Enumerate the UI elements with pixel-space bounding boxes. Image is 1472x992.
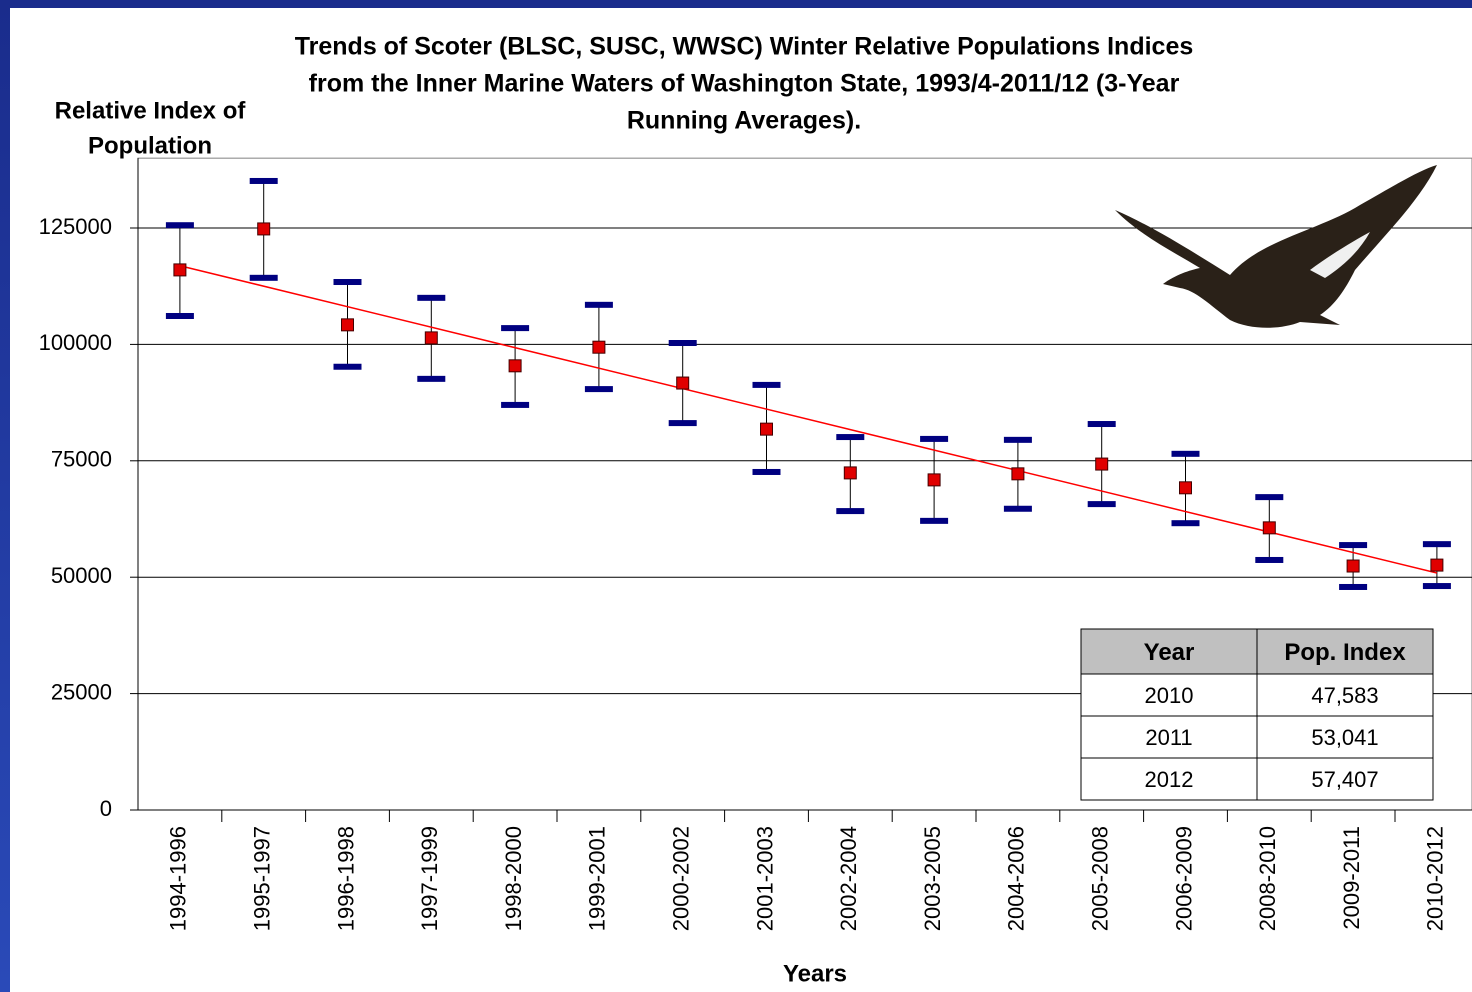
data-point xyxy=(760,422,773,436)
x-tick-label: 2002-2004 xyxy=(836,826,861,931)
data-point xyxy=(676,376,690,390)
error-cap-lower xyxy=(1003,505,1032,512)
x-tick-label: 1996-1998 xyxy=(333,826,358,931)
data-point xyxy=(1262,521,1276,535)
table-cell-text: 2012 xyxy=(1145,767,1194,792)
data-point xyxy=(843,466,857,480)
data-point xyxy=(927,473,941,487)
chart-title: Trends of Scoter (BLSC, SUSC, WWSC) Wint… xyxy=(295,33,1194,61)
trend-line xyxy=(179,264,1438,574)
x-tick-label: 2003-2005 xyxy=(920,826,945,931)
table-cell-text: 47,583 xyxy=(1311,683,1378,708)
x-tick-label: 2006-2009 xyxy=(1171,826,1196,931)
error-cap-lower xyxy=(417,375,446,382)
data-point xyxy=(341,318,354,332)
error-cap-upper xyxy=(165,222,194,229)
error-cap-upper xyxy=(1339,542,1368,549)
y-axis-label: Relative Index of xyxy=(55,97,247,124)
error-cap-upper xyxy=(1422,541,1451,548)
error-cap-upper xyxy=(501,325,530,332)
x-tick-label: 1997-1999 xyxy=(417,826,442,931)
table-cell xyxy=(1256,757,1434,801)
table-cell xyxy=(1080,673,1258,717)
x-tick-label: 1999-2001 xyxy=(585,826,610,931)
error-cap-upper xyxy=(668,340,697,347)
table-cell-text: 57,407 xyxy=(1311,767,1378,792)
x-tick-label: 2005-2008 xyxy=(1088,826,1113,931)
error-cap-upper xyxy=(1003,436,1032,443)
error-cap-lower xyxy=(668,420,697,427)
data-point xyxy=(592,340,606,354)
error-cap-lower xyxy=(836,508,865,515)
table-header-cell xyxy=(1256,628,1434,675)
table-cell-text: 53,041 xyxy=(1311,725,1378,750)
bird-illustration xyxy=(1115,165,1437,328)
error-cap-upper xyxy=(1255,494,1284,501)
x-tick-label: 2008-2010 xyxy=(1255,826,1280,931)
error-cap-upper xyxy=(417,294,446,301)
chart-title: Running Averages). xyxy=(627,107,861,135)
y-tick-label: 75000 xyxy=(51,447,112,472)
error-cap-lower xyxy=(249,274,278,281)
plot-area: 0 25000 50000 75000 100000 125000 1994-1996 199… xyxy=(39,157,1472,931)
error-cap-upper xyxy=(333,279,362,286)
error-cap-upper xyxy=(1171,450,1200,457)
table-cell xyxy=(1256,673,1434,717)
y-tick-label: 100000 xyxy=(39,330,112,355)
data-point xyxy=(424,331,438,345)
x-tick-label: 2010-2012 xyxy=(1423,826,1448,931)
error-cap-lower xyxy=(920,517,949,524)
data-point xyxy=(1011,467,1025,481)
inset-table: Year Pop. Index 2010 47,583 2011 53,041 2012 57… xyxy=(1080,628,1434,801)
x-tick-label: 2000-2002 xyxy=(669,826,694,931)
data-point xyxy=(173,263,187,277)
y-tick-label: 25000 xyxy=(51,679,112,704)
x-tick-label: 1995-1997 xyxy=(250,826,275,931)
x-tick-label: 2004-2006 xyxy=(1004,826,1029,931)
x-tick-label: 1994-1996 xyxy=(166,826,191,931)
table-header-text: Year xyxy=(1144,639,1195,666)
background xyxy=(10,8,1472,992)
y-tick-label: 50000 xyxy=(51,563,112,588)
data-point xyxy=(257,222,271,236)
error-cap-upper xyxy=(752,381,781,388)
x-tick-label: 2001-2003 xyxy=(752,826,777,931)
y-tick-label: 125000 xyxy=(39,214,112,239)
table-header-text: Pop. Index xyxy=(1284,639,1406,666)
x-tick-label: 2009-2011 xyxy=(1339,826,1364,930)
table-cell xyxy=(1256,715,1434,759)
error-cap-lower xyxy=(333,363,362,370)
error-cap-lower xyxy=(501,401,530,408)
data-point xyxy=(1179,481,1192,495)
error-cap-upper xyxy=(584,301,613,308)
table-cell xyxy=(1080,757,1258,801)
error-cap-lower xyxy=(1171,520,1200,527)
error-cap-lower xyxy=(752,468,781,475)
x-tick-label: 1998-2000 xyxy=(501,826,526,931)
y-tick-label: 0 xyxy=(100,796,112,821)
x-axis-label: Years xyxy=(783,960,847,987)
table-cell xyxy=(1080,715,1258,759)
error-cap-lower xyxy=(1087,501,1116,508)
error-cap-upper xyxy=(249,177,278,184)
error-cap-lower xyxy=(165,312,194,319)
error-cap-lower xyxy=(1255,556,1284,563)
data-point xyxy=(1430,558,1444,572)
table-cell-text: 2010 xyxy=(1145,683,1194,708)
error-cap-upper xyxy=(920,435,949,442)
table-cell-text: 2011 xyxy=(1145,725,1192,750)
error-cap-lower xyxy=(1339,583,1368,590)
chart-title: from the Inner Marine Waters of Washingt… xyxy=(309,70,1180,98)
data-point xyxy=(1346,559,1360,573)
data-point xyxy=(508,359,522,373)
y-axis-label: Population xyxy=(88,132,212,159)
error-cap-lower xyxy=(1422,583,1451,590)
error-cap-lower xyxy=(584,386,613,393)
data-point xyxy=(1095,457,1109,471)
error-cap-upper xyxy=(836,434,865,441)
error-cap-upper xyxy=(1087,421,1116,428)
